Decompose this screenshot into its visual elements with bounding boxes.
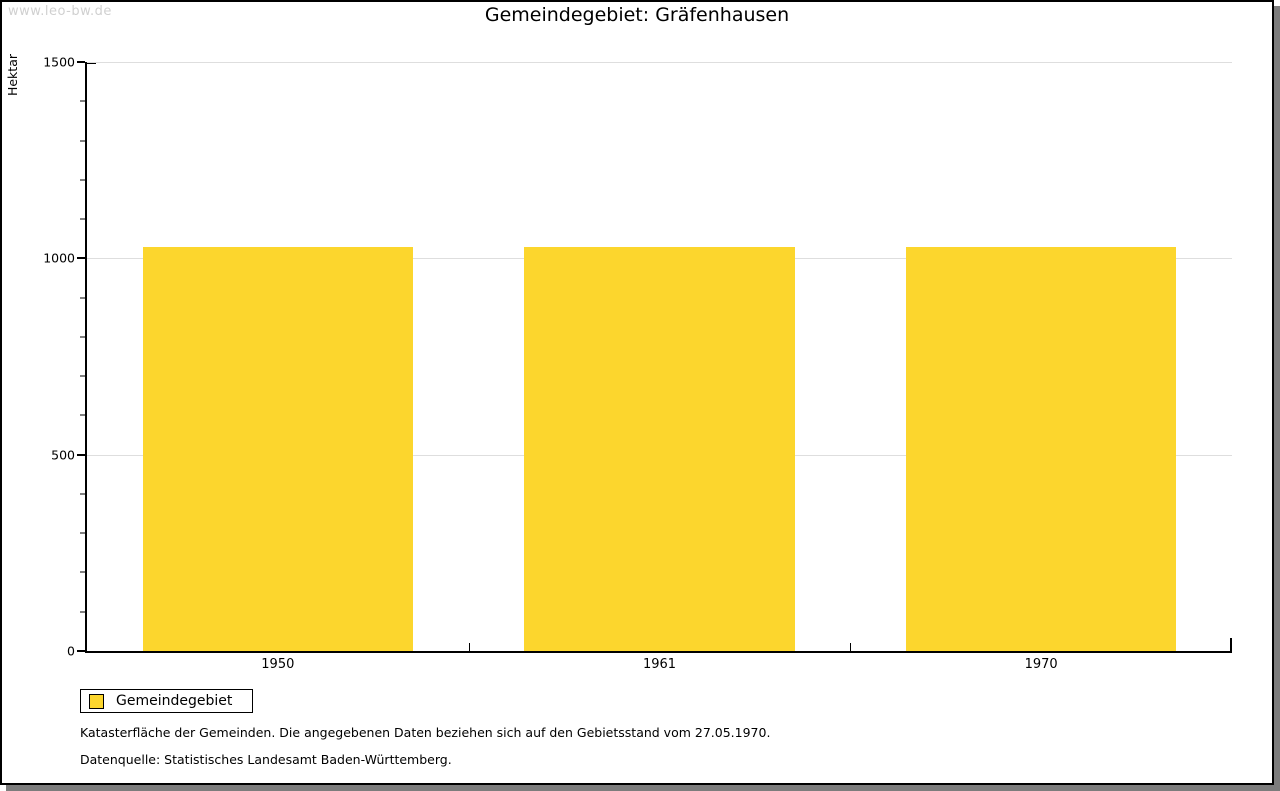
x-tick-label-1950: 1950 bbox=[261, 657, 295, 672]
bar-1961 bbox=[524, 246, 795, 651]
y-minor-tick-900 bbox=[80, 297, 85, 299]
legend-label: Gemeindegebiet bbox=[116, 693, 233, 709]
y-minor-tick-1200 bbox=[80, 179, 85, 181]
y-major-tick-1000 bbox=[77, 257, 85, 260]
footnote-line-1: Katasterfläche der Gemeinden. Die angege… bbox=[80, 725, 771, 740]
footnote-line-2: Datenquelle: Statistisches Landesamt Bad… bbox=[80, 752, 452, 767]
x-tick-label-1970: 1970 bbox=[1024, 657, 1058, 672]
x-boundary-tick-1 bbox=[468, 643, 470, 651]
y-major-tick-0 bbox=[77, 650, 85, 652]
y-minor-tick-700 bbox=[80, 375, 85, 377]
y-minor-tick-400 bbox=[80, 493, 85, 495]
y-minor-tick-100 bbox=[80, 611, 85, 613]
y-minor-tick-600 bbox=[80, 414, 85, 416]
y-minor-tick-800 bbox=[80, 336, 85, 338]
y-tick-label-1500: 1500 bbox=[43, 54, 75, 70]
y-minor-tick-1400 bbox=[80, 100, 85, 102]
axis-corner-top bbox=[87, 62, 96, 64]
plot-area: 1950 1961 1970 bbox=[77, 61, 1232, 672]
x-tick-label-1961: 1961 bbox=[642, 657, 677, 672]
y-tick-label-1000: 1000 bbox=[43, 250, 75, 266]
legend-swatch bbox=[89, 693, 104, 709]
y-minor-tick-200 bbox=[80, 571, 85, 573]
y-minor-tick-300 bbox=[80, 532, 85, 534]
bar-1950 bbox=[142, 246, 413, 651]
y-tick-label-500: 500 bbox=[51, 447, 75, 463]
y-minor-tick-1100 bbox=[80, 218, 85, 220]
x-boundary-tick-2 bbox=[850, 643, 852, 651]
gridline-1500 bbox=[87, 62, 1232, 63]
y-major-tick-1500 bbox=[77, 61, 85, 63]
legend: Gemeindegebiet bbox=[80, 689, 254, 713]
axis-corner-right bbox=[1230, 638, 1232, 651]
bar-1970 bbox=[906, 246, 1177, 651]
watermark: www.leo-bw.de bbox=[8, 4, 112, 19]
y-minor-tick-1300 bbox=[80, 140, 85, 142]
y-tick-label-0: 0 bbox=[67, 643, 75, 659]
y-axis-tick-labels: 0 500 1000 1500 bbox=[2, 55, 75, 659]
chart-title: Gemeindegebiet: Gräfenhausen bbox=[484, 4, 790, 26]
y-major-tick-500 bbox=[77, 453, 85, 456]
